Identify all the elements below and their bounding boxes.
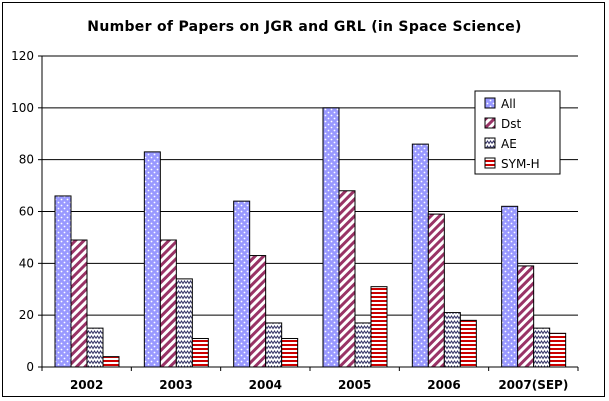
x-tick-label-2006: 2006 bbox=[427, 378, 460, 392]
bar-all-2004 bbox=[233, 200, 251, 368]
x-tick-label-2004: 2004 bbox=[249, 378, 282, 392]
bar-all-2006 bbox=[411, 143, 429, 368]
legend-label-dst: Dst bbox=[501, 117, 521, 131]
x-tick-label-2002: 2002 bbox=[70, 378, 103, 392]
legend-label-sym-h: SYM-H bbox=[501, 157, 540, 171]
bar-dst-2006 bbox=[427, 213, 445, 368]
bar-ae-2006 bbox=[443, 312, 461, 368]
bar-dst-2007(SEP) bbox=[517, 265, 535, 368]
y-tick-label-100: 100 bbox=[11, 101, 34, 115]
bar-all-2007(SEP) bbox=[501, 205, 519, 368]
bar-all-2003 bbox=[143, 151, 161, 368]
x-tick-label-2007(SEP): 2007(SEP) bbox=[498, 378, 568, 392]
bar-ae-2002 bbox=[86, 327, 104, 368]
legend-swatch-sym-h bbox=[484, 157, 496, 169]
legend-swatch-dst bbox=[484, 117, 496, 129]
x-tick-label-2005: 2005 bbox=[338, 378, 371, 392]
bar-sym-h-2002 bbox=[102, 356, 120, 368]
y-tick-label-40: 40 bbox=[19, 256, 34, 270]
bar-sym-h-2004 bbox=[281, 337, 299, 368]
bar-ae-2005 bbox=[354, 322, 372, 368]
y-tick-labels: 0 20 40 60 80 100 120 bbox=[11, 49, 34, 374]
y-tick-label-60: 60 bbox=[19, 205, 34, 219]
bar-dst-2002 bbox=[70, 239, 88, 368]
y-tick-label-20: 20 bbox=[19, 308, 34, 322]
legend-swatch-all bbox=[484, 97, 496, 109]
y-tick-label-80: 80 bbox=[19, 153, 34, 167]
bar-all-2002 bbox=[54, 195, 72, 368]
legend-swatch-ae bbox=[484, 137, 496, 149]
bar-ae-2007(SEP) bbox=[533, 327, 551, 368]
bar-sym-h-2007(SEP) bbox=[549, 332, 567, 368]
axes bbox=[38, 55, 579, 371]
bar-sym-h-2003 bbox=[191, 337, 209, 368]
bars bbox=[54, 107, 567, 368]
bar-all-2005 bbox=[322, 107, 340, 368]
bar-dst-2005 bbox=[338, 190, 356, 368]
bar-dst-2003 bbox=[159, 239, 177, 368]
bar-ae-2003 bbox=[175, 278, 193, 368]
bar-sym-h-2006 bbox=[459, 319, 477, 368]
legend-label-all: All bbox=[501, 97, 516, 111]
x-tick-label-2003: 2003 bbox=[159, 378, 192, 392]
x-tick-labels: 2002 2003 2004 2005 2006 2007(SEP) bbox=[70, 378, 568, 392]
legend: All Dst AE SYM-H bbox=[474, 90, 561, 175]
legend-label-ae: AE bbox=[501, 137, 517, 151]
bar-dst-2004 bbox=[249, 255, 267, 368]
bar-sym-h-2005 bbox=[370, 286, 388, 368]
bar-ae-2004 bbox=[265, 322, 283, 368]
y-tick-label-120: 120 bbox=[11, 49, 34, 63]
chart-title: Number of Papers on JGR and GRL (in Spac… bbox=[87, 19, 522, 35]
y-tick-label-0: 0 bbox=[26, 360, 34, 374]
